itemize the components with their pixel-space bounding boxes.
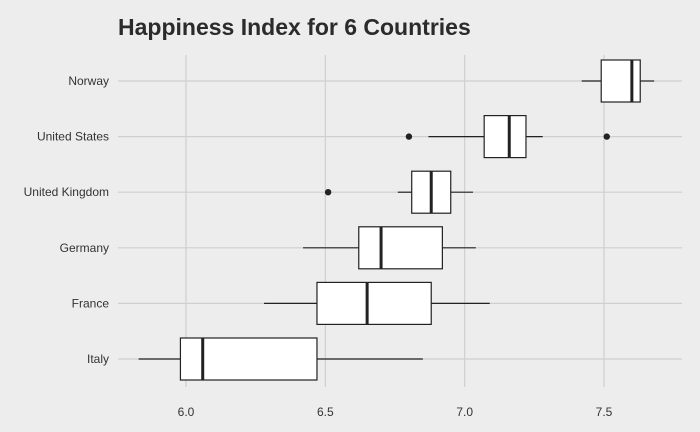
- x-axis-labels: 6.0 6.5 7.0 7.5: [178, 405, 613, 419]
- box-united-kingdom: [324, 170, 474, 214]
- outlier-point: [405, 133, 413, 140]
- y-tick-label: Italy: [87, 352, 109, 366]
- box-italy: [138, 337, 423, 381]
- iqr-box: [316, 281, 432, 325]
- iqr-box: [483, 114, 527, 159]
- grid-layer: [118, 55, 682, 387]
- chart-title: Happiness Index for 6 Countries: [118, 14, 471, 40]
- y-tick-label: Norway: [68, 74, 109, 88]
- y-tick-label: United Kingdom: [24, 185, 109, 199]
- x-tick-label: 6.5: [317, 405, 334, 419]
- outlier-point: [324, 189, 332, 196]
- box-france: [264, 281, 490, 325]
- box-norway: [581, 59, 655, 103]
- y-tick-label: Germany: [60, 241, 109, 255]
- x-tick-label: 6.0: [178, 405, 195, 419]
- x-tick-label: 7.0: [456, 405, 473, 419]
- box-layer: [138, 59, 655, 381]
- x-tick-label: 7.5: [596, 405, 613, 419]
- iqr-box: [179, 337, 318, 381]
- y-tick-label: United States: [37, 130, 109, 144]
- y-axis-labels: Norway United States United Kingdom Germany…: [24, 74, 110, 366]
- iqr-box: [358, 226, 443, 270]
- outlier-point: [603, 133, 610, 140]
- box-united-states: [405, 114, 610, 159]
- y-tick-label: France: [72, 296, 110, 310]
- box-germany: [303, 226, 476, 270]
- iqr-box: [600, 59, 641, 103]
